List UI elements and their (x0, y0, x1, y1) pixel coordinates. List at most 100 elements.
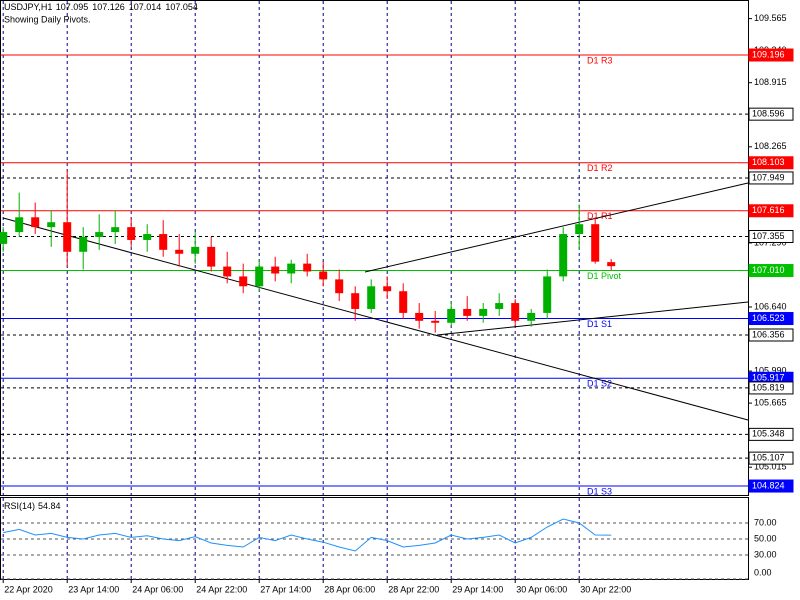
trendline (436, 301, 749, 336)
candle-body (527, 312, 536, 321)
level-name: D1 R2 (587, 163, 613, 173)
candle-body (175, 249, 184, 254)
y-tick-label: 105.015 (754, 462, 787, 472)
candle-body (79, 237, 88, 252)
level-label-box (748, 204, 794, 218)
candle-body (479, 308, 488, 316)
level-label-box (748, 381, 794, 395)
candle-body (511, 303, 520, 321)
level-label: 108.596 (752, 109, 785, 119)
candle-body (367, 286, 376, 309)
level-label-box (748, 328, 794, 342)
level-label-box (748, 48, 794, 62)
level-label: 105.348 (752, 429, 785, 439)
x-tick-label: 28 Apr 22:00 (388, 584, 439, 594)
candle-body (495, 303, 504, 309)
y-tick-label: 108.265 (754, 141, 787, 151)
y-tick-label: 106.640 (754, 301, 787, 311)
rsi-title: RSI(14) 54.84 (4, 501, 61, 511)
chart-subtitle: Showing Daily Pivots. (4, 14, 91, 24)
x-tick-label: 23 Apr 14:00 (68, 584, 119, 594)
header-high: 107.126 (92, 2, 125, 12)
candle-body (319, 271, 328, 280)
candle-body (543, 276, 552, 313)
rsi-tick-label: 50.00 (754, 533, 777, 543)
level-label-box (748, 451, 794, 465)
trendline (3, 217, 749, 421)
y-tick-label: 105.665 (754, 397, 787, 407)
candle-body (335, 279, 344, 294)
x-tick-label: 30 Apr 22:00 (580, 584, 631, 594)
level-label: 108.103 (752, 157, 785, 167)
level-label: 105.819 (752, 382, 785, 392)
level-label: 109.196 (752, 49, 785, 59)
symbol: USDJPY,H1 (4, 2, 52, 12)
candle-body (303, 263, 312, 272)
candle-body (607, 262, 616, 267)
candle-body (351, 293, 360, 309)
header-open: 107.095 (56, 2, 89, 12)
candle-body (463, 308, 472, 316)
candle-body (47, 222, 56, 228)
level-name: D1 Pivot (587, 271, 622, 281)
level-name: D1 S2 (587, 379, 612, 389)
candle-body (271, 266, 280, 274)
candle-body (239, 276, 248, 287)
candle-body (159, 234, 168, 250)
y-tick-label: 105.990 (754, 365, 787, 375)
level-label: 104.824 (752, 480, 785, 490)
rsi-tick-label: 30.00 (754, 549, 777, 559)
trendline (364, 182, 749, 273)
candle-body (15, 217, 24, 233)
candle-body (447, 308, 456, 323)
rsi-last-value: 54.84 (38, 501, 61, 511)
rsi-line (3, 518, 612, 552)
level-label-box (748, 230, 794, 244)
header-close: 107.054 (165, 2, 198, 12)
x-tick-label: 30 Apr 06:00 (516, 584, 567, 594)
level-label-box (748, 171, 794, 185)
chart-header: USDJPY,H1 107.095 107.126 107.014 107.054 (4, 2, 198, 12)
candle-body (575, 224, 584, 235)
candle-body (223, 266, 232, 277)
x-tick-label: 24 Apr 22:00 (196, 584, 247, 594)
candle-body (207, 246, 216, 267)
level-label-box (748, 264, 794, 278)
x-tick-label: 27 Apr 14:00 (260, 584, 311, 594)
level-name: D1 R3 (587, 55, 613, 65)
candle-body (127, 227, 136, 240)
x-tick-label: 29 Apr 14:00 (452, 584, 503, 594)
candle-body (95, 232, 104, 238)
level-label-box (748, 107, 794, 121)
candle-body (63, 222, 72, 252)
level-name: D1 S3 (587, 486, 612, 496)
candle-body (287, 263, 296, 274)
candle-body (431, 320, 440, 323)
candle-body (383, 286, 392, 292)
x-tick-label: 28 Apr 06:00 (324, 584, 375, 594)
level-label: 105.107 (752, 453, 785, 463)
candle-body (591, 224, 600, 262)
candle-body (559, 234, 568, 277)
y-tick-label: 109.565 (754, 13, 787, 23)
level-label: 106.523 (752, 313, 785, 323)
level-label: 107.010 (752, 265, 785, 275)
level-label: 107.355 (752, 231, 785, 241)
x-tick-label: 24 Apr 06:00 (132, 584, 183, 594)
candle-body (415, 312, 424, 321)
x-tick-label: 22 Apr 2020 (4, 584, 53, 594)
level-label-box (748, 312, 794, 326)
level-label: 107.949 (752, 172, 785, 182)
y-tick-label: 108.915 (754, 77, 787, 87)
rsi-name: RSI(14) (4, 501, 35, 511)
level-label: 105.917 (752, 373, 785, 383)
candle-body (191, 246, 200, 254)
candle-body (0, 232, 8, 244)
candle-body (31, 217, 40, 228)
candle-body (143, 234, 152, 240)
level-label-box (748, 479, 794, 493)
level-name: D1 S1 (587, 319, 612, 329)
level-label: 106.356 (752, 329, 785, 339)
header-low: 107.014 (129, 2, 162, 12)
level-label-box (748, 427, 794, 441)
